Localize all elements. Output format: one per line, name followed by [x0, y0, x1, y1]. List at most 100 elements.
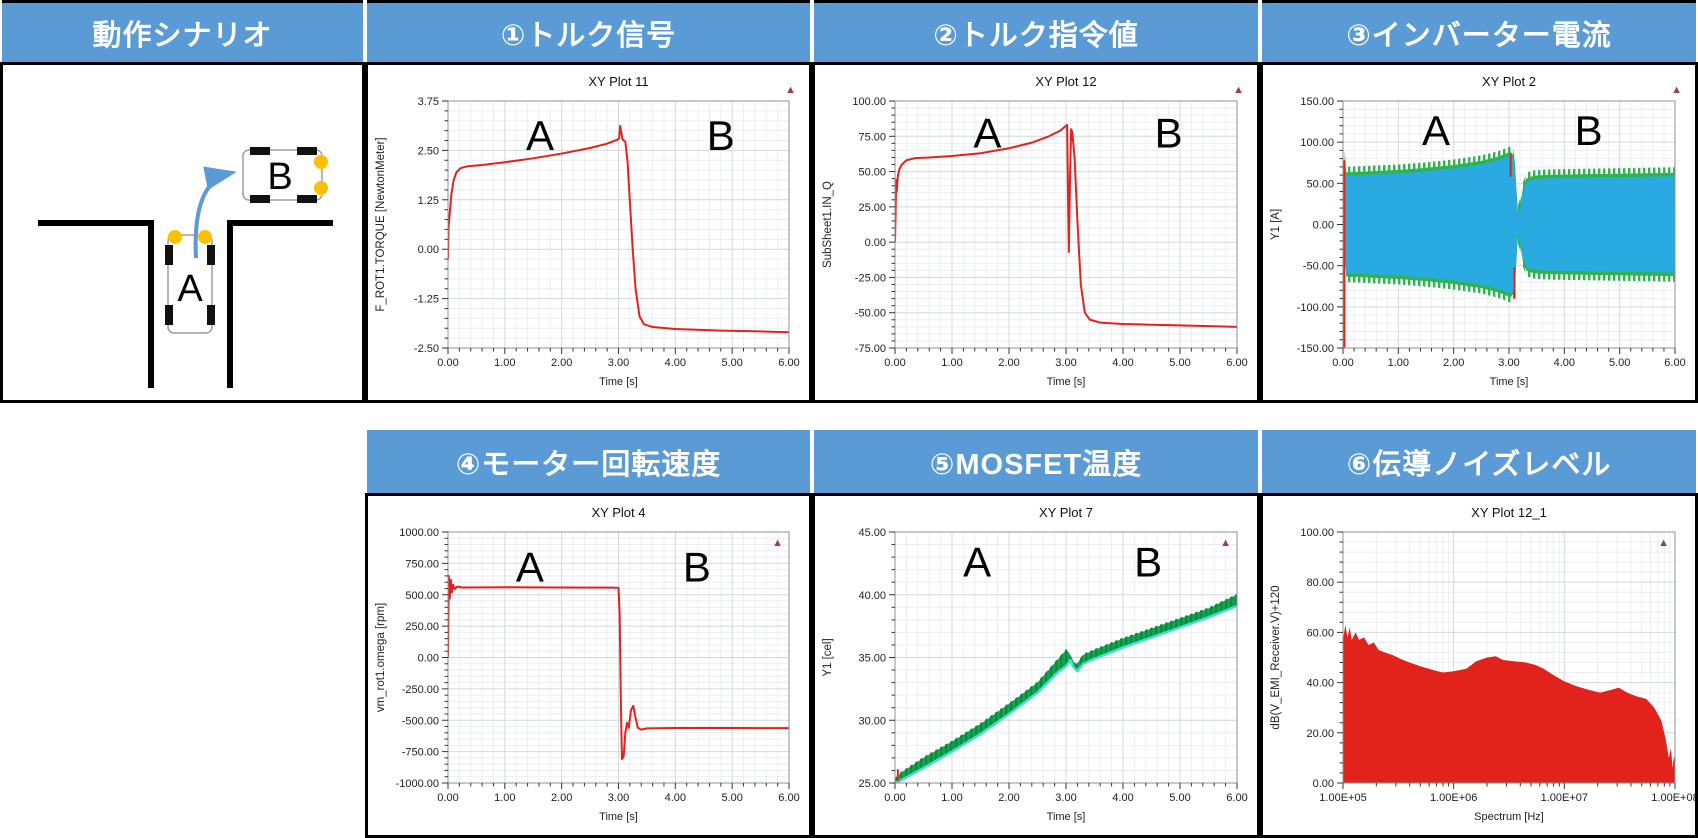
svg-text:0.00: 0.00	[1332, 357, 1353, 369]
svg-text:75.00: 75.00	[858, 131, 886, 143]
svg-text:1000.00: 1000.00	[399, 527, 439, 539]
svg-text:5.00: 5.00	[1169, 357, 1190, 369]
svg-text:100.00: 100.00	[852, 96, 886, 108]
car-a-headlight	[168, 230, 182, 244]
svg-text:1.00: 1.00	[494, 792, 515, 804]
spacer	[1260, 403, 1698, 430]
svg-text:Time [s]: Time [s]	[1490, 376, 1529, 388]
svg-text:A: A	[973, 110, 1001, 157]
motor-speed-chart: 0.00 1.00 2.00 3.00 4.00 5.00 6.00 1000.00 750.0…	[375, 505, 800, 823]
svg-text:50.00: 50.00	[858, 167, 886, 179]
svg-text:1.00E+07: 1.00E+07	[1541, 792, 1588, 804]
empty-cell	[0, 430, 365, 493]
svg-text:1.00: 1.00	[941, 357, 962, 369]
svg-text:5.00: 5.00	[1169, 792, 1190, 804]
header-conducted-noise: ⑥伝導ノイズレベル	[1262, 430, 1696, 493]
svg-text:Time [s]: Time [s]	[1047, 811, 1086, 823]
svg-text:250.00: 250.00	[405, 621, 439, 633]
svg-text:5.00: 5.00	[721, 792, 742, 804]
svg-text:-50.00: -50.00	[1303, 261, 1334, 273]
svg-text:750.00: 750.00	[405, 558, 439, 570]
svg-text:45.00: 45.00	[858, 527, 886, 539]
svg-text:0.00: 0.00	[884, 792, 905, 804]
empty-cell	[0, 493, 365, 838]
svg-text:B: B	[1134, 539, 1162, 586]
svg-text:20.00: 20.00	[1306, 728, 1334, 740]
svg-text:5.00: 5.00	[721, 357, 742, 369]
car-b-wheel	[297, 195, 317, 203]
svg-text:0.00: 0.00	[418, 653, 439, 665]
road-wall-left-top	[38, 220, 154, 226]
chart-panel-torque-signal: 0.00 1.00 2.00 3.00 4.00 5.00 6.00 3.75 2.50 1.25…	[365, 62, 812, 403]
svg-text:Time [s]: Time [s]	[599, 376, 638, 388]
svg-text:-250.00: -250.00	[402, 684, 439, 696]
conducted-noise-chart: 1.00E+05 1.00E+06 1.00E+07 1.00E+08 100.00 80…	[1270, 505, 1695, 823]
svg-text:A: A	[963, 539, 991, 586]
svg-text:35.00: 35.00	[858, 653, 886, 665]
svg-text:6.00: 6.00	[1664, 357, 1685, 369]
car-b: B	[242, 147, 328, 203]
inverter-current-chart: 0.00 1.00 2.00 3.00 4.00 5.00 6.00 150.00 100.00…	[1270, 74, 1686, 388]
svg-text:-75.00: -75.00	[855, 343, 886, 355]
svg-text:2.00: 2.00	[551, 792, 572, 804]
svg-text:Y1 [A]: Y1 [A]	[1270, 209, 1282, 240]
svg-text:Time [s]: Time [s]	[599, 811, 638, 823]
torque-signal-chart: 0.00 1.00 2.00 3.00 4.00 5.00 6.00 3.75 2.50 1.25…	[375, 74, 800, 388]
spacer	[365, 403, 812, 430]
svg-text:-750.00: -750.00	[402, 747, 439, 759]
car-a-wheel	[165, 305, 173, 325]
svg-text:XY Plot 7: XY Plot 7	[1039, 505, 1093, 520]
svg-text:B: B	[683, 544, 711, 591]
svg-text:B: B	[707, 112, 735, 159]
svg-text:3.00: 3.00	[1498, 357, 1519, 369]
chart-panel-conducted-noise: 1.00E+05 1.00E+06 1.00E+07 1.00E+08 100.00 80…	[1260, 493, 1698, 838]
svg-text:30.00: 30.00	[858, 715, 886, 727]
car-a-wheel	[207, 245, 215, 265]
svg-text:Time [s]: Time [s]	[1047, 376, 1086, 388]
chart-panel-torque-command: 0.00 1.00 2.00 3.00 4.00 5.00 6.00 100.00 75.00 5…	[812, 62, 1260, 403]
svg-text:1.25: 1.25	[418, 195, 439, 207]
header-motor-speed: ④モーター回転速度	[367, 430, 810, 493]
svg-text:-1000.00: -1000.00	[396, 778, 439, 790]
svg-text:50.00: 50.00	[1306, 178, 1334, 190]
svg-text:A: A	[1422, 107, 1450, 154]
svg-text:500.00: 500.00	[405, 590, 439, 602]
svg-text:40.00: 40.00	[858, 590, 886, 602]
svg-text:-2.50: -2.50	[414, 343, 439, 355]
svg-text:XY Plot 11: XY Plot 11	[588, 74, 648, 89]
svg-text:3.00: 3.00	[1055, 792, 1076, 804]
svg-text:0.00: 0.00	[437, 792, 458, 804]
car-b-wheel	[297, 147, 317, 155]
svg-text:F_ROT1.TORQUE [NewtonMeter]: F_ROT1.TORQUE [NewtonMeter]	[375, 137, 387, 311]
car-a-wheel	[207, 305, 215, 325]
svg-text:25.00: 25.00	[858, 778, 886, 790]
plot-marker-icon: ▲	[1658, 537, 1669, 549]
svg-text:dB(V_EMI_Receiver.V)+120: dB(V_EMI_Receiver.V)+120	[1270, 585, 1282, 729]
svg-text:6.00: 6.00	[778, 792, 799, 804]
svg-text:XY Plot 2: XY Plot 2	[1482, 74, 1536, 89]
plot-marker-icon: ▲	[785, 84, 796, 96]
svg-text:1.00E+08: 1.00E+08	[1651, 792, 1695, 804]
car-a-label: A	[177, 268, 203, 310]
maneuver-arrow-icon	[193, 166, 237, 259]
car-a-wheel	[165, 245, 173, 265]
svg-text:4.00: 4.00	[1554, 357, 1575, 369]
car-b-wheel	[250, 147, 270, 155]
svg-text:2.00: 2.00	[551, 357, 572, 369]
svg-text:B: B	[1575, 107, 1603, 154]
svg-text:2.00: 2.00	[1443, 357, 1464, 369]
spacer	[812, 403, 1260, 430]
car-a: A	[165, 230, 215, 334]
svg-text:1.00: 1.00	[1388, 357, 1409, 369]
svg-text:0.00: 0.00	[865, 237, 886, 249]
chart-panel-motor-speed: 0.00 1.00 2.00 3.00 4.00 5.00 6.00 1000.00 750.0…	[365, 493, 812, 838]
header-inverter-current: ③インバーター電流	[1262, 0, 1696, 62]
road-wall-left-side	[148, 220, 154, 388]
torque-command-chart: 0.00 1.00 2.00 3.00 4.00 5.00 6.00 100.00 75.00 5…	[822, 74, 1248, 388]
svg-text:2.00: 2.00	[998, 792, 1019, 804]
svg-text:5.00: 5.00	[1609, 357, 1630, 369]
svg-text:150.00: 150.00	[1300, 96, 1334, 108]
svg-text:2.00: 2.00	[998, 357, 1019, 369]
header-scenario: 動作シナリオ	[2, 0, 363, 62]
svg-text:-100.00: -100.00	[1297, 302, 1334, 314]
